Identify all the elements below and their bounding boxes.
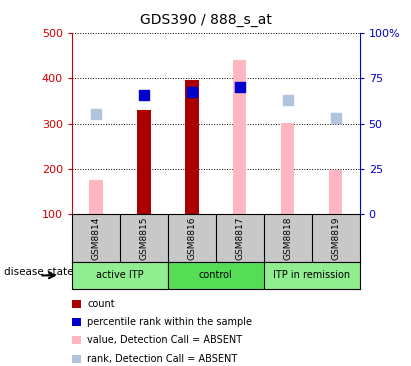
Text: control: control: [199, 270, 233, 280]
Bar: [89, 180, 103, 214]
Bar: [233, 60, 247, 214]
Text: GSM8818: GSM8818: [283, 216, 292, 259]
Text: active ITP: active ITP: [96, 270, 144, 280]
Point: [236, 85, 243, 90]
Text: GSM8814: GSM8814: [91, 216, 100, 259]
Text: GSM8816: GSM8816: [187, 216, 196, 259]
Text: GSM8815: GSM8815: [139, 216, 148, 259]
Point: [92, 112, 99, 117]
Text: value, Detection Call = ABSENT: value, Detection Call = ABSENT: [87, 335, 242, 346]
Bar: [329, 170, 342, 214]
Text: ITP in remission: ITP in remission: [273, 270, 350, 280]
Point: [284, 97, 291, 103]
Point: [189, 89, 195, 95]
Text: disease state: disease state: [4, 267, 74, 277]
Text: GSM8817: GSM8817: [235, 216, 244, 259]
Point: [332, 115, 339, 121]
Text: GDS390 / 888_s_at: GDS390 / 888_s_at: [140, 13, 271, 27]
Text: GSM8819: GSM8819: [331, 216, 340, 259]
Point: [141, 92, 147, 98]
Text: rank, Detection Call = ABSENT: rank, Detection Call = ABSENT: [87, 354, 238, 364]
Bar: [281, 123, 294, 214]
Bar: [264, 262, 360, 289]
Bar: [185, 81, 199, 214]
Bar: [72, 262, 168, 289]
Bar: [168, 262, 264, 289]
Text: percentile rank within the sample: percentile rank within the sample: [87, 317, 252, 327]
Text: count: count: [87, 299, 115, 309]
Bar: [137, 110, 150, 214]
